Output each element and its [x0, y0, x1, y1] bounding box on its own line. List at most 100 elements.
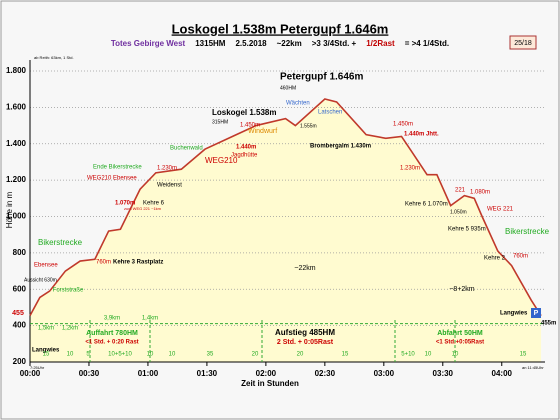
annotation: 1.440m Jhtt. — [404, 132, 439, 138]
annotation: Auffahrt 780HM — [86, 330, 138, 337]
annotation: Ebensee — [34, 263, 58, 269]
profile-line — [29, 98, 542, 317]
x-tick-label: 03:00 — [374, 369, 395, 378]
badge: 25/18 — [514, 40, 532, 47]
segment-time: 15 — [43, 352, 50, 358]
y-tick-label: 200 — [13, 357, 27, 366]
annotation: 1.450m — [240, 123, 260, 129]
segment-time: 10 — [425, 352, 432, 358]
annotation: 315HM — [212, 119, 228, 125]
x-tick-label: 03:30 — [433, 369, 454, 378]
annotation: WEG 221 — [487, 207, 514, 213]
x-tick-label: 00:00 — [20, 369, 41, 378]
y-tick-label: 1.000 — [6, 212, 27, 221]
annotation: 455m — [541, 321, 556, 327]
segment-time: 5+10 — [401, 352, 415, 358]
area — [30, 99, 542, 362]
y-tick-label: 600 — [13, 284, 27, 293]
y-tick-label: 400 — [13, 321, 27, 330]
annotation: <1 Std. + 0:20 Rast — [85, 340, 138, 346]
annotation: Kehre 2 — [484, 256, 506, 262]
annotation: Langwies — [500, 311, 528, 317]
annotation: <1 Std.+0:05Rast — [436, 340, 484, 346]
annotation: Bikerstrecke — [505, 227, 550, 236]
segment-time: 10 — [147, 352, 154, 358]
annotation: 760m — [513, 254, 528, 260]
subtitle-part: Totes Gebirge West — [111, 39, 186, 48]
parking-box — [531, 308, 541, 318]
annotation: Aussicht 630m — [24, 277, 57, 283]
x-tick-label: 00:30 — [79, 369, 100, 378]
x-tick-label: 01:30 — [197, 369, 218, 378]
segment-time: 10 — [67, 352, 74, 358]
annotation: 1.050m — [450, 209, 467, 215]
chart-title: Loskogel 1.538m Petergupf 1.646m — [172, 21, 389, 36]
annotation: WEG210 — [205, 156, 238, 165]
annotation: Windwurf — [248, 128, 277, 135]
annotation: Bikerstrecke — [38, 238, 83, 247]
annotation: Bromberg­alm 1.430m — [310, 144, 371, 150]
segment-time: 35 — [207, 352, 214, 358]
subtitle-part: ~22km — [277, 39, 302, 48]
annotation: Wächten — [286, 101, 310, 107]
annotation: 460HM — [280, 85, 296, 91]
annotation: Aufstieg 485HM — [275, 328, 335, 337]
segment-time: 20 — [297, 352, 304, 358]
segment-time: 20 — [252, 352, 259, 358]
segment-time: 15 — [342, 352, 349, 358]
subtitle-part: >3 3/4Std. + — [312, 39, 357, 48]
annotation: 221 — [455, 188, 466, 194]
segment-time: 10 — [452, 352, 459, 358]
annotation: 1.555m — [300, 123, 317, 129]
annotation: 1,5km — [38, 326, 54, 332]
subtitle-part: 1315HM — [195, 39, 226, 48]
subtitle-part: = >4 1/4Std. — [405, 39, 449, 48]
annotation: 7:25Uhr — [30, 365, 45, 370]
x-tick-label: 01:00 — [138, 369, 159, 378]
y-tick-label: 800 — [13, 248, 27, 257]
annotation: 1.450m — [393, 122, 413, 128]
annotation: Kehre 3 Rastplatz — [113, 260, 163, 266]
annotation: ~8+2km — [449, 286, 474, 293]
badge-box — [509, 35, 537, 50]
subtitle-part: 2.5.2018 — [235, 39, 267, 48]
annotation: 1.230m — [157, 166, 177, 172]
annotation: Langwies — [32, 348, 60, 354]
annotation: Petergupf 1.646m — [280, 72, 363, 83]
annotation: Forststraße — [53, 288, 84, 294]
annotation: 1.070m — [115, 201, 135, 207]
subtitle: Totes Gebirge West 1315HM 2.5.2018 ~22km >3 … — [111, 39, 449, 48]
annotation: ab Reith: 63km, 1 Std. — [34, 55, 74, 60]
annotation: Kehre 6 — [143, 201, 165, 207]
annotation: 3,9km — [104, 316, 120, 322]
annotation: zum WEG 221 ~1km — [124, 206, 162, 211]
annotation: 1.230m — [400, 166, 420, 172]
x-axis-label: Zeit in Stunden — [241, 379, 299, 388]
annotation: 760m — [96, 260, 111, 266]
annotation: Kehre 5 935m — [448, 227, 486, 233]
y-axis-label: Höhe in m — [5, 191, 14, 228]
annotation: an 11:45Uhr — [522, 365, 544, 370]
annotation: Weidenst — [157, 183, 182, 189]
annotation: Abfahrt 50HM — [437, 330, 483, 337]
annotation: Kehre 6 1.070m — [405, 202, 448, 208]
annotation: ~22km — [294, 265, 315, 272]
x-tick-label: 04:00 — [492, 369, 513, 378]
segment-time: 15 — [520, 352, 527, 358]
segment-time: 5 — [86, 352, 90, 358]
annotation: 1,2km — [62, 326, 78, 332]
annotation: 1,4km — [142, 316, 158, 322]
subtitle-part: 1/2Rast — [366, 39, 395, 48]
annotation: 2 Std. + 0:05Rast — [277, 339, 334, 346]
annotation: Loskogel 1.538m — [212, 108, 276, 117]
segment-time: 10+5+10 — [108, 352, 132, 358]
x-tick-label: 02:00 — [256, 369, 277, 378]
annotation: Jagdhütte — [231, 153, 258, 159]
y-tick-label: 1.200 — [6, 175, 27, 184]
annotation: Buchenwald — [170, 146, 203, 152]
annotation: 1.440m — [236, 145, 256, 151]
segment-time: 10 — [169, 352, 176, 358]
annotation: 455 — [12, 310, 24, 317]
x-tick-label: 02:30 — [315, 369, 336, 378]
